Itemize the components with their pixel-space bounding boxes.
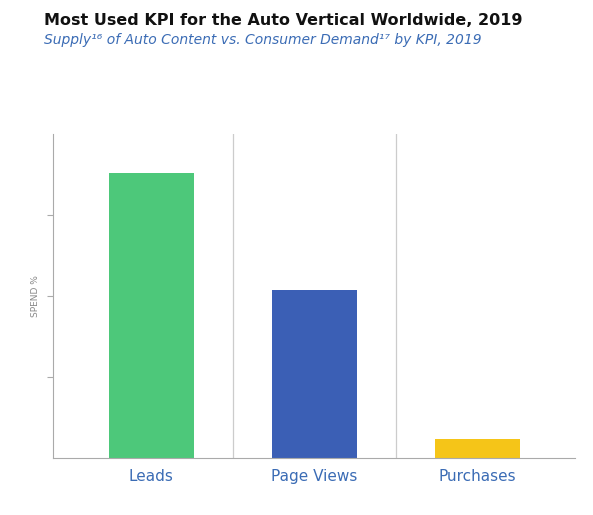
Bar (272, 289, 357, 458)
Bar (109, 173, 193, 458)
Text: Most Used KPI for the Auto Vertical Worldwide, 2019: Most Used KPI for the Auto Vertical Worl… (44, 13, 523, 28)
Bar (435, 439, 519, 458)
Text: Supply¹⁶ of Auto Content vs. Consumer Demand¹⁷ by KPI, 2019: Supply¹⁶ of Auto Content vs. Consumer De… (44, 33, 482, 47)
Y-axis label: SPEND %: SPEND % (31, 275, 40, 317)
